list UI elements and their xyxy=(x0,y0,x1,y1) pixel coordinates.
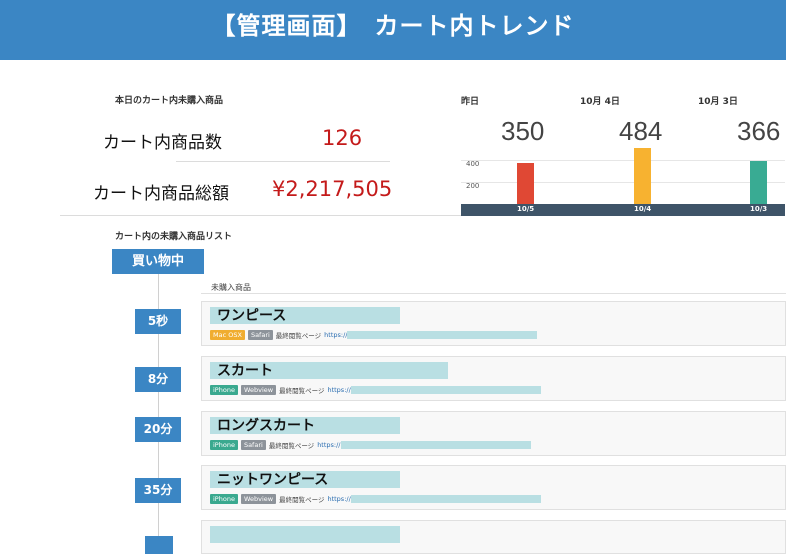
os-tag: iPhone xyxy=(210,439,238,450)
bar-10-4 xyxy=(633,147,651,204)
name-highlight xyxy=(210,471,400,488)
cart-total-value: ¥2,217,505 xyxy=(272,177,393,201)
os-tag: iPhone xyxy=(210,384,238,395)
trend-col-label: 昨日 xyxy=(461,97,480,107)
bar-10-3 xyxy=(749,161,767,204)
name-highlight xyxy=(210,362,448,379)
x-tick-label: 10/5 xyxy=(517,205,535,213)
elapsed-time-badge: 8分 xyxy=(135,367,181,392)
header-bar: 【管理画面】 カート内トレンド xyxy=(0,0,786,60)
product-name[interactable]: ロングスカート xyxy=(217,418,315,434)
last-page-url[interactable]: https:// xyxy=(324,330,348,339)
cart-item-row[interactable]: ニットワンピース iPhone Webview 最終閲覧ページ https:// xyxy=(201,465,786,510)
chart-gridline xyxy=(461,182,785,183)
x-tick-label: 10/4 xyxy=(634,205,652,213)
page-title: 【管理画面】 カート内トレンド xyxy=(211,12,575,40)
name-highlight xyxy=(210,417,400,434)
os-tag: iPhone xyxy=(210,493,238,504)
x-axis-strip xyxy=(461,204,785,216)
device-tags: iPhone Webview 最終閲覧ページ https:// xyxy=(210,384,541,395)
last-page-label: 最終閲覧ページ xyxy=(268,441,315,450)
device-tags: iPhone Safari 最終閲覧ページ https:// xyxy=(210,439,531,450)
status-badge: 買い物中 xyxy=(112,249,204,274)
last-page-label: 最終閲覧ページ xyxy=(275,331,322,340)
os-tag: Mac OSX xyxy=(210,329,245,340)
elapsed-time-badge: 20分 xyxy=(135,417,181,442)
last-page-url[interactable]: https:// xyxy=(327,494,351,503)
device-tags: Mac OSX Safari 最終閲覧ページ https:// xyxy=(210,329,538,340)
column-header-divider xyxy=(201,293,786,294)
cart-item-row[interactable]: ロングスカート iPhone Safari 最終閲覧ページ https:// xyxy=(201,411,786,456)
summary-heading: 本日のカート内未購入商品 xyxy=(115,96,224,106)
elapsed-time-badge xyxy=(145,536,173,554)
product-name[interactable]: ワンピース xyxy=(217,308,287,324)
trend-col-value: 484 xyxy=(619,116,663,146)
timeline-line xyxy=(158,272,159,554)
elapsed-time-badge: 5秒 xyxy=(135,309,181,334)
chart-gridline xyxy=(461,160,785,161)
last-page-url[interactable]: https:// xyxy=(327,385,351,394)
x-tick-label: 10/3 xyxy=(750,205,768,213)
name-highlight xyxy=(210,526,400,543)
list-heading: カート内の未購入商品リスト xyxy=(115,232,233,242)
trend-col-value: 350 xyxy=(501,116,545,146)
cart-item-row[interactable]: スカート iPhone Webview 最終閲覧ページ https:// xyxy=(201,356,786,401)
cart-item-row[interactable]: ワンピース Mac OSX Safari 最終閲覧ページ https:// xyxy=(201,301,786,346)
elapsed-time-badge: 35分 xyxy=(135,478,181,503)
url-redaction xyxy=(347,330,538,339)
url-redaction xyxy=(340,440,531,449)
url-redaction xyxy=(350,494,541,503)
product-name[interactable]: ニットワンピース xyxy=(217,472,329,488)
browser-tag: Safari xyxy=(247,329,273,340)
url-redaction xyxy=(350,385,541,394)
cart-total-label: カート内商品総額 xyxy=(93,184,229,204)
trend-col-value: 366 xyxy=(737,116,781,146)
column-header: 未購入商品 xyxy=(211,283,251,292)
summary-divider xyxy=(176,161,390,162)
cart-item-count-label: カート内商品数 xyxy=(103,133,222,153)
bar-10-5 xyxy=(516,163,534,204)
summary-bottom-divider xyxy=(60,215,461,216)
y-tick-label: 200 xyxy=(466,182,480,190)
browser-tag: Safari xyxy=(240,439,266,450)
y-tick-label: 400 xyxy=(466,160,480,168)
last-page-url[interactable]: https:// xyxy=(317,440,341,449)
device-tags: iPhone Webview 最終閲覧ページ https:// xyxy=(210,493,541,504)
cart-item-row[interactable] xyxy=(201,520,786,554)
browser-tag: Webview xyxy=(240,493,277,504)
browser-tag: Webview xyxy=(240,384,277,395)
last-page-label: 最終閲覧ページ xyxy=(279,386,325,395)
name-highlight xyxy=(210,307,400,324)
trend-col-label: 10月 4日 xyxy=(580,97,620,107)
trend-col-label: 10月 3日 xyxy=(698,97,738,107)
cart-item-count-value: 126 xyxy=(322,126,363,150)
last-page-label: 最終閲覧ページ xyxy=(279,495,325,504)
product-name[interactable]: スカート xyxy=(217,363,273,379)
